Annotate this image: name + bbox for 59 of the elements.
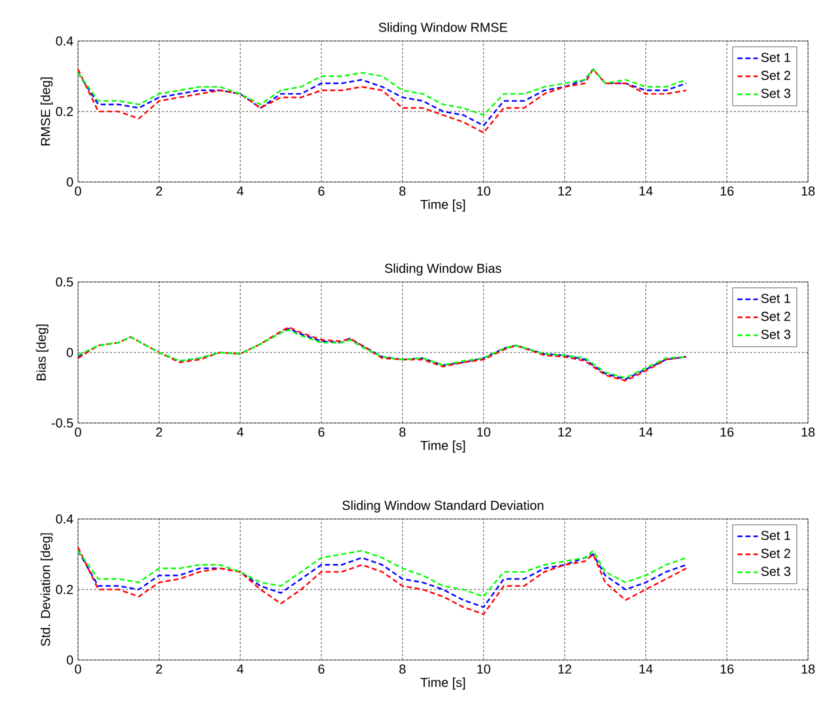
x-tick-label: 18: [802, 186, 815, 196]
x-tick-label: 12: [558, 186, 572, 196]
x-tick-label: 8: [399, 664, 406, 674]
x-axis-title: Time [s]: [420, 678, 465, 690]
x-tick-label: 4: [236, 186, 244, 196]
y-axis-title: RMSE [deg]: [40, 78, 53, 146]
x-tick-label: 0: [74, 186, 82, 196]
x-axis-title: Time [s]: [420, 440, 465, 453]
x-tick-label: 4: [236, 664, 244, 674]
x-tick-label: 0: [74, 428, 82, 437]
x-axis-title: Time [s]: [420, 200, 465, 212]
chart-title: Sliding Window Bias: [384, 263, 502, 276]
chart-title: Sliding Window Standard Deviation: [342, 500, 544, 513]
x-tick-label: 8: [399, 186, 406, 196]
y-tick-label: 0.4: [56, 514, 74, 524]
y-tick-label: 0: [66, 348, 73, 358]
legend-label: Set 3: [761, 88, 790, 98]
line-series: [78, 550, 688, 598]
x-tick-label: 16: [720, 186, 734, 196]
x-tick-label: 6: [318, 664, 324, 674]
legend-label: Set 2: [761, 70, 790, 80]
x-tick-label: 6: [318, 428, 324, 437]
x-tick-label: 14: [640, 664, 653, 674]
x-tick-label: 8: [399, 428, 406, 437]
chart-title: Sliding Window RMSE: [378, 22, 508, 35]
y-tick-label: 0.2: [56, 584, 73, 594]
x-tick-label: 4: [236, 428, 244, 436]
y-tick-label: 0: [66, 177, 73, 187]
x-tick-label: 2: [156, 186, 162, 196]
legend-label: Set 2: [761, 548, 790, 558]
x-tick-label: 16: [720, 664, 734, 674]
y-axis-title: Bias [deg]: [36, 324, 48, 380]
legend-label: Set 1: [761, 52, 790, 62]
legend-label: Set 2: [761, 312, 790, 321]
x-tick-label: 10: [477, 428, 490, 437]
line-series: [78, 546, 688, 615]
x-tick-label: 18: [802, 428, 815, 437]
y-tick-label: 0: [66, 655, 73, 665]
legend-label: Set 3: [761, 566, 790, 576]
x-tick-label: 0: [74, 664, 82, 674]
x-tick-label: 18: [802, 664, 815, 674]
x-tick-label: 10: [477, 664, 490, 674]
legend-label: Set 1: [761, 530, 790, 540]
y-tick-label: 0.2: [56, 106, 73, 116]
y-axis-title: Std. Deviation [deg]: [40, 533, 53, 646]
x-tick-label: 10: [477, 186, 490, 196]
y-tick-label: 0.4: [56, 36, 74, 46]
y-tick-label: -0.5: [52, 418, 73, 428]
x-tick-label: 14: [640, 428, 653, 436]
x-tick-label: 2: [156, 428, 162, 437]
x-tick-label: 6: [318, 186, 324, 196]
x-tick-label: 16: [720, 428, 734, 437]
legend-label: Set 1: [761, 294, 790, 304]
x-tick-label: 12: [558, 664, 572, 674]
x-tick-label: 2: [156, 664, 162, 674]
x-tick-label: 12: [558, 428, 572, 437]
y-tick-label: 0.5: [56, 277, 73, 287]
legend-label: Set 3: [761, 330, 790, 339]
x-tick-label: 14: [640, 186, 653, 196]
